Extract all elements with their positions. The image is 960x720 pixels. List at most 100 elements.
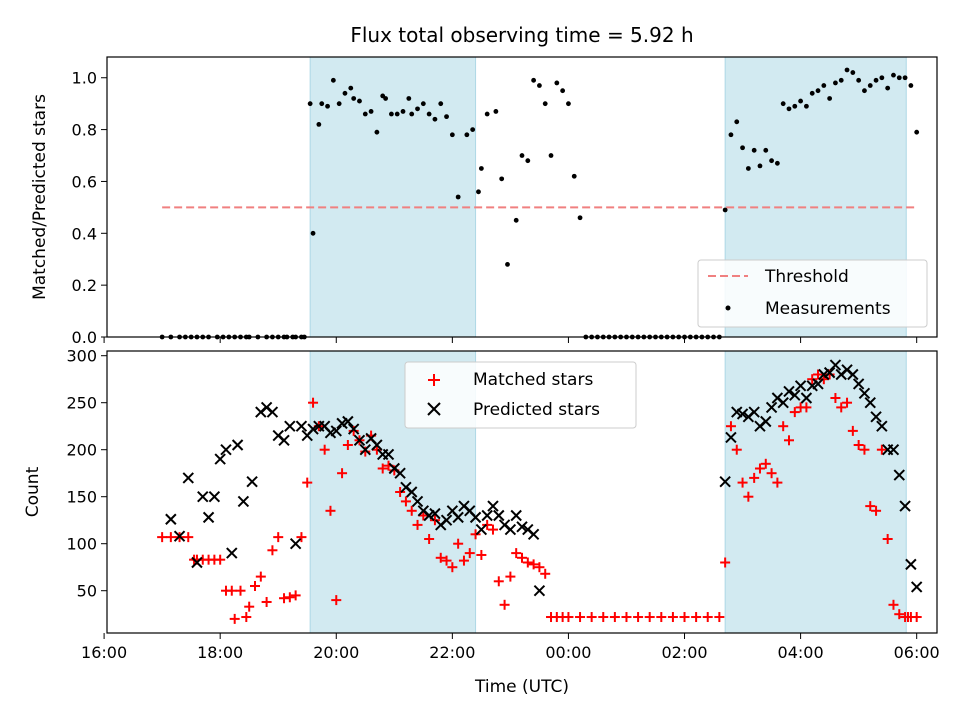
matched-star-marker <box>290 590 301 601</box>
matched-star-marker <box>766 468 777 479</box>
predicted-marker-b <box>469 511 482 524</box>
measurement-point <box>809 90 815 96</box>
predicted-marker-b <box>446 505 459 517</box>
predicted-star-marker <box>173 530 186 542</box>
measurement-point <box>484 111 490 117</box>
predicted-marker-b <box>736 408 749 420</box>
measurement-point <box>734 119 740 125</box>
matched-star-marker <box>720 557 731 568</box>
predicted-star-marker <box>220 443 232 456</box>
x-tick-label: 02:00 <box>661 643 707 662</box>
matched-star-marker <box>725 421 736 432</box>
predicted-star-marker <box>481 509 493 522</box>
matched-star-marker <box>563 612 574 623</box>
predicted-star-marker <box>406 486 418 498</box>
predicted-marker-b <box>841 364 853 376</box>
predicted-marker-b <box>731 406 743 418</box>
predicted-marker-b <box>887 443 900 456</box>
predicted-star-marker <box>469 511 482 524</box>
bottom-x-axis-ticks: 16:00 18:00 20:00 22:00 00:00 02:00 04:00 06:00 <box>81 633 940 662</box>
measurement-point <box>438 101 444 107</box>
predicted-star-marker <box>330 425 342 437</box>
measurement-point <box>319 101 325 107</box>
predicted-marker-b <box>260 401 273 414</box>
matched-star-marker <box>783 435 794 446</box>
matched-star-marker <box>319 444 330 455</box>
predicted-marker-b <box>748 406 760 418</box>
matched-star-marker <box>778 421 789 432</box>
predicted-star-marker <box>278 434 290 447</box>
measurement-point <box>336 101 342 107</box>
predicted-marker-b <box>365 432 377 445</box>
matched-star-marker <box>789 407 800 418</box>
predicted-marker-b <box>295 420 308 432</box>
legend-matched-swatch <box>428 374 440 386</box>
predicted-marker-b <box>829 359 842 371</box>
top-legend: Threshold Measurements <box>697 259 928 328</box>
matched-star-marker <box>633 612 644 623</box>
predicted-marker-b <box>191 556 203 569</box>
measurement-point <box>566 101 571 107</box>
matched-star-marker <box>229 613 240 624</box>
predicted-marker-b <box>353 434 366 447</box>
measurement-point <box>415 106 420 112</box>
bottom-legend: Matched stars Predicted stars <box>404 361 637 429</box>
measurement-point <box>537 83 542 88</box>
matched-star-marker <box>644 612 655 623</box>
matched-star-marker <box>836 402 847 413</box>
matched-star-marker <box>702 612 713 623</box>
measurement-point <box>426 111 432 117</box>
measurement-point <box>774 160 780 166</box>
matched-star-marker <box>482 519 493 530</box>
predicted-marker-b <box>359 443 371 456</box>
matched-star-marker <box>575 612 586 623</box>
measurement-point <box>786 106 792 112</box>
measurement-point <box>330 77 336 83</box>
matched-star-marker <box>226 585 237 596</box>
predicted-marker-b <box>208 490 221 503</box>
predicted-marker-b <box>278 434 290 447</box>
matched-star-marker <box>435 552 446 563</box>
measurement-point <box>827 96 833 101</box>
matched-star-marker <box>241 612 252 623</box>
predicted-star-marker <box>237 495 250 508</box>
matched-star-marker <box>244 601 255 612</box>
matched-star-marker <box>499 599 510 610</box>
y-tick-label: 50 <box>77 582 97 601</box>
matched-star-marker <box>621 612 632 623</box>
matched-star-marker <box>424 534 435 544</box>
matched-star-marker <box>511 548 522 559</box>
measurement-point <box>357 98 362 104</box>
predicted-star-marker <box>812 378 824 390</box>
top-panel: 0.0 0.2 0.4 0.6 0.8 1.0 Matched/Predicted sta… <box>30 56 938 347</box>
bottom-y-axis-ticks: 50 100 150 200 250 300 <box>66 347 107 601</box>
y-tick-label: 150 <box>66 488 97 507</box>
predicted-marker-b <box>794 380 807 392</box>
predicted-star-markers <box>165 359 923 597</box>
predicted-marker-b <box>504 523 517 536</box>
measurement-point <box>862 88 867 94</box>
predicted-marker-b <box>876 420 888 432</box>
predicted-marker-b <box>899 500 911 512</box>
predicted-marker-b <box>765 401 778 414</box>
measurement-point <box>505 262 510 267</box>
legend-measurements-swatch <box>725 305 731 311</box>
matched-star-marker <box>342 440 353 450</box>
predicted-marker-b <box>400 481 412 494</box>
predicted-marker-b <box>760 415 772 428</box>
matched-star-marker <box>743 491 754 502</box>
measurement-point <box>449 132 455 138</box>
predicted-star-marker <box>191 556 203 569</box>
measurement-point <box>464 132 470 138</box>
matched-star-marker <box>522 557 533 568</box>
matched-star-marker <box>813 369 824 380</box>
predicted-marker-b <box>284 420 296 432</box>
predicted-star-marker <box>829 359 842 371</box>
matched-star-marker <box>888 599 899 610</box>
matched-star-marker <box>760 458 771 469</box>
bottom-plot-frame <box>106 350 938 634</box>
measurement-point <box>867 83 873 88</box>
predicted-star-marker <box>516 521 528 533</box>
measurement-point <box>394 111 400 117</box>
predicted-marker-b <box>307 423 319 435</box>
